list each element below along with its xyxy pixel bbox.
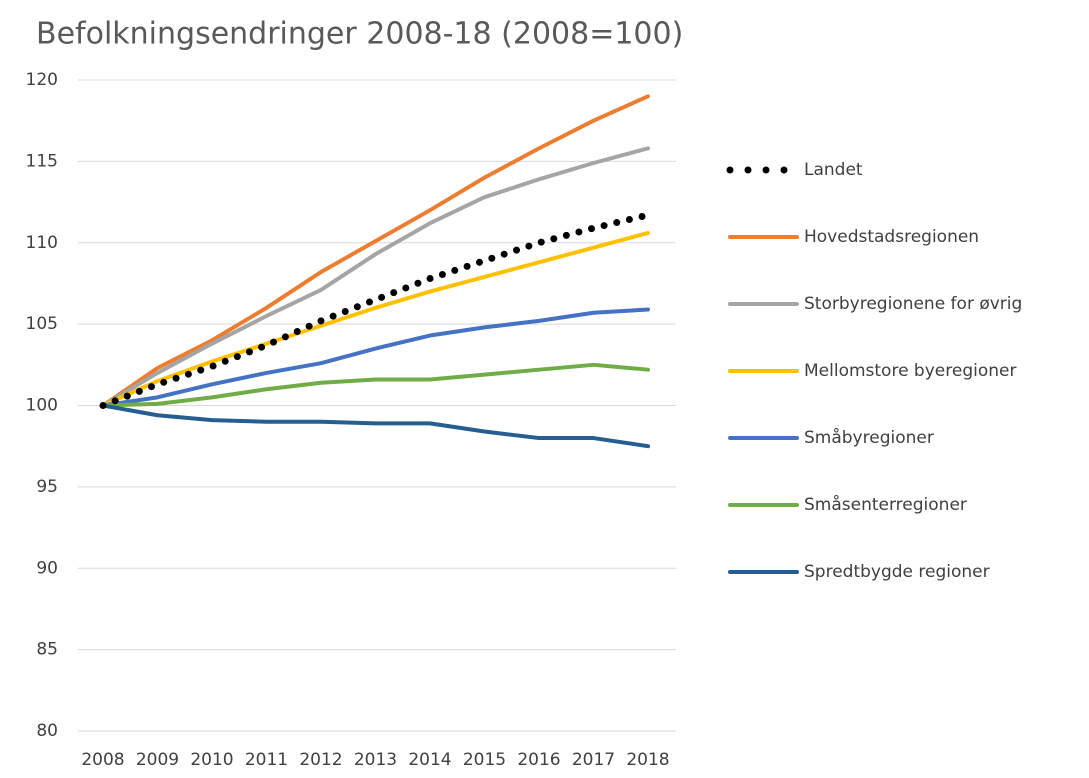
x-tick-label: 2012 — [299, 750, 342, 770]
series-line — [101, 403, 650, 449]
y-tick-label: 95 — [36, 477, 58, 497]
legend-label: Mellomstore byeregioner — [804, 361, 1016, 381]
series-line — [101, 230, 650, 408]
y-tick-label: 105 — [26, 314, 58, 334]
legend-label: Småbyregioner — [804, 427, 934, 448]
x-tick-label: 2008 — [81, 750, 124, 770]
series-line — [101, 307, 650, 408]
x-tick-label: 2014 — [408, 750, 451, 770]
x-tick-label: 2018 — [626, 750, 669, 770]
chart-title: Befolkningsendringer 2008-18 (2008=100) — [36, 17, 683, 52]
series-line — [101, 94, 650, 408]
series-line — [99, 211, 652, 409]
legend-label: Landet — [804, 160, 863, 180]
legend-label: Spredtbygde regioner — [804, 562, 990, 582]
x-tick-label: 2013 — [354, 750, 397, 770]
y-tick-label: 115 — [26, 151, 58, 171]
y-tick-label: 120 — [26, 70, 58, 90]
y-tick-label: 110 — [26, 233, 58, 253]
legend-label: Hovedstadsregionen — [804, 227, 979, 247]
y-tick-label: 80 — [36, 721, 58, 741]
y-tick-label: 90 — [36, 558, 58, 578]
x-tick-label: 2011 — [245, 750, 288, 770]
x-tick-label: 2015 — [463, 750, 506, 770]
x-tick-label: 2017 — [572, 750, 615, 770]
legend-label: Storbyregionene for øvrig — [804, 294, 1022, 314]
y-tick-label: 85 — [36, 640, 58, 660]
y-tick-label: 100 — [26, 396, 58, 416]
legend-label: Småsenterregioner — [804, 494, 967, 515]
x-tick-label: 2016 — [517, 750, 560, 770]
x-tick-label: 2009 — [136, 750, 179, 770]
x-tick-label: 2010 — [190, 750, 233, 770]
series-line — [101, 146, 650, 408]
series-line — [101, 362, 650, 408]
